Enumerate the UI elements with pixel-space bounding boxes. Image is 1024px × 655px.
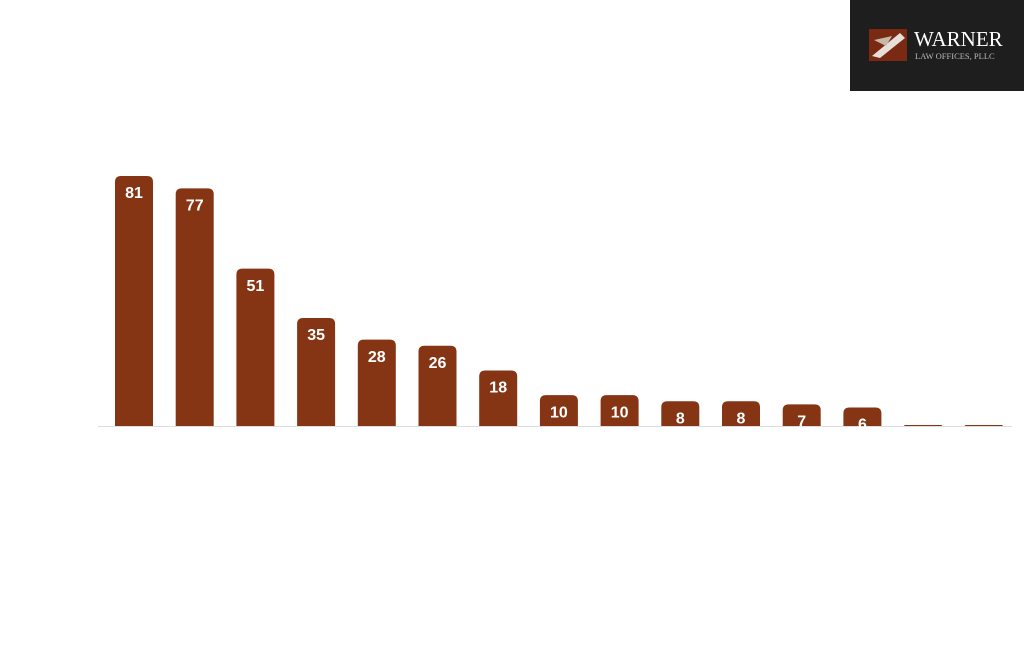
bar [539,395,578,426]
value-label: 26 [429,355,447,372]
bar [479,370,518,426]
value-label: 81 [125,185,143,202]
bar [418,345,457,426]
value-label: 8 [676,411,685,428]
bar [175,188,214,426]
value-label: 35 [307,327,325,344]
logo-name: WARNER [914,27,1003,51]
value-label: 10 [550,404,568,421]
value-label: 77 [186,198,204,215]
bar [115,176,153,426]
bar [357,339,396,426]
bar [297,317,336,426]
bar [722,401,760,426]
bar [904,425,943,426]
bar [964,425,1003,426]
value-label: 8 [737,411,746,428]
value-label: 28 [368,349,386,366]
value-label: 18 [489,380,507,397]
bar [843,407,882,426]
bar [782,404,821,426]
bar [600,395,639,426]
value-label: 10 [611,404,629,421]
value-label: 7 [797,414,806,431]
logo-subtitle: LAW OFFICES, PLLC [915,51,995,61]
bar [236,268,275,426]
logo-icon [869,29,907,61]
bar [661,401,700,426]
value-label: 51 [247,278,265,295]
value-label: 6 [858,417,867,434]
